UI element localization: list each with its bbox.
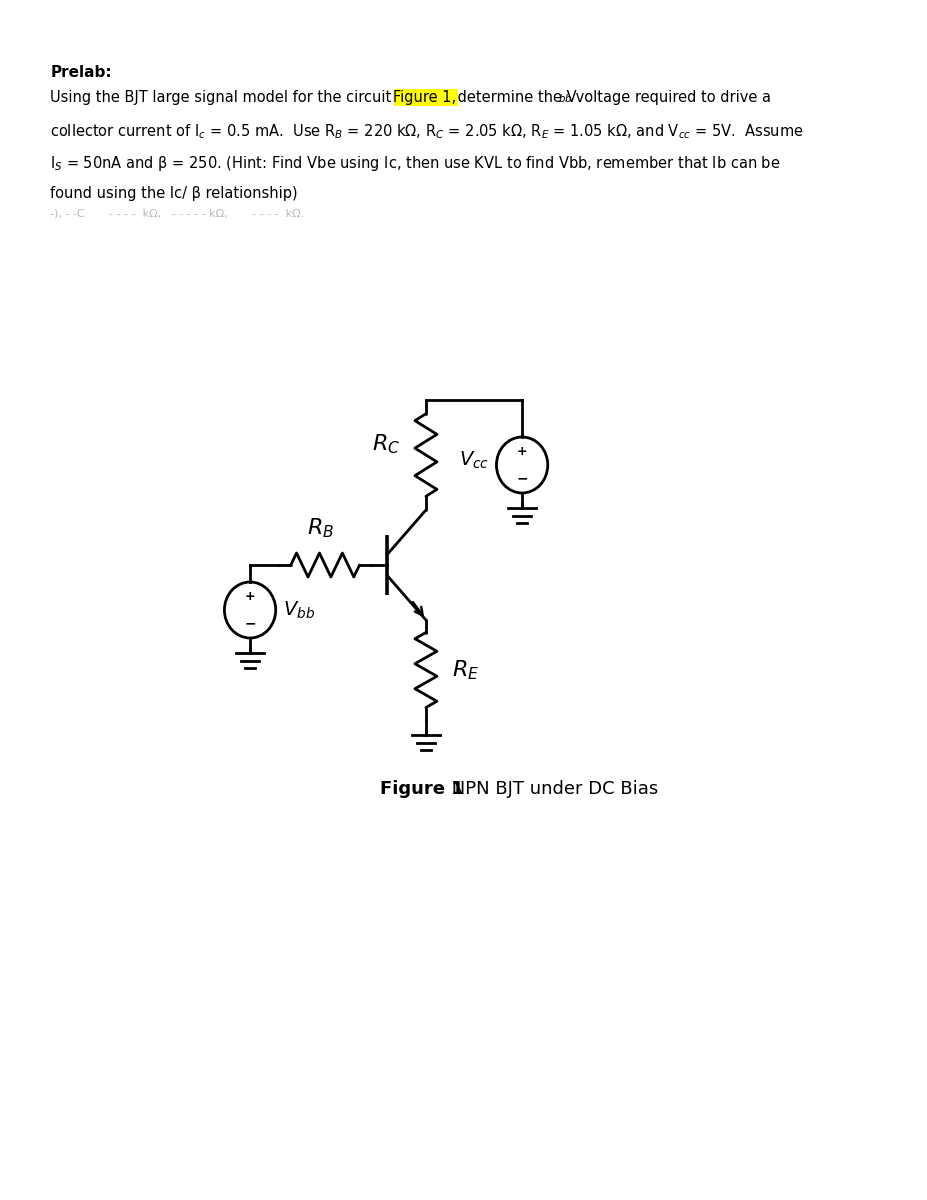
Text: -), - -C       - - - -  kΩ,   - - - - - kΩ,       - - - -  kΩ.: -), - -C - - - - kΩ, - - - - - kΩ, - - -… [50, 209, 305, 218]
Text: Prelab:: Prelab: [50, 65, 112, 80]
Text: Using the BJT large signal model for the circuit in: Using the BJT large signal model for the… [50, 90, 414, 104]
Text: $R_E$: $R_E$ [451, 658, 479, 682]
Text: $_{bb}$: $_{bb}$ [558, 90, 573, 104]
Text: collector current of I$_c$ = 0.5 mA.  Use R$_B$ = 220 kΩ, R$_C$ = 2.05 kΩ, R$_E$: collector current of I$_c$ = 0.5 mA. Use… [50, 122, 804, 140]
Text: voltage required to drive a: voltage required to drive a [571, 90, 771, 104]
Text: −: − [244, 617, 256, 630]
Text: Figure 1,: Figure 1, [393, 90, 456, 104]
Text: $V_{bb}$: $V_{bb}$ [283, 599, 315, 620]
Text: determine the V: determine the V [452, 90, 577, 104]
Text: Figure 1: Figure 1 [380, 780, 464, 798]
Text: $V_{cc}$: $V_{cc}$ [459, 449, 489, 470]
Text: +: + [516, 445, 527, 458]
Text: $R_B$: $R_B$ [307, 516, 334, 540]
Text: −: − [516, 472, 527, 486]
Text: I$_S$ = 50nA and β = 250. (Hint: Find Vbe using Ic, then use KVL to find Vbb, re: I$_S$ = 50nA and β = 250. (Hint: Find Vb… [50, 154, 781, 173]
Text: found using the Ic/ β relationship): found using the Ic/ β relationship) [50, 186, 298, 202]
Text: +: + [245, 590, 255, 604]
Text: NPN BJT under DC Bias: NPN BJT under DC Bias [446, 780, 658, 798]
Text: $R_C$: $R_C$ [372, 432, 400, 456]
